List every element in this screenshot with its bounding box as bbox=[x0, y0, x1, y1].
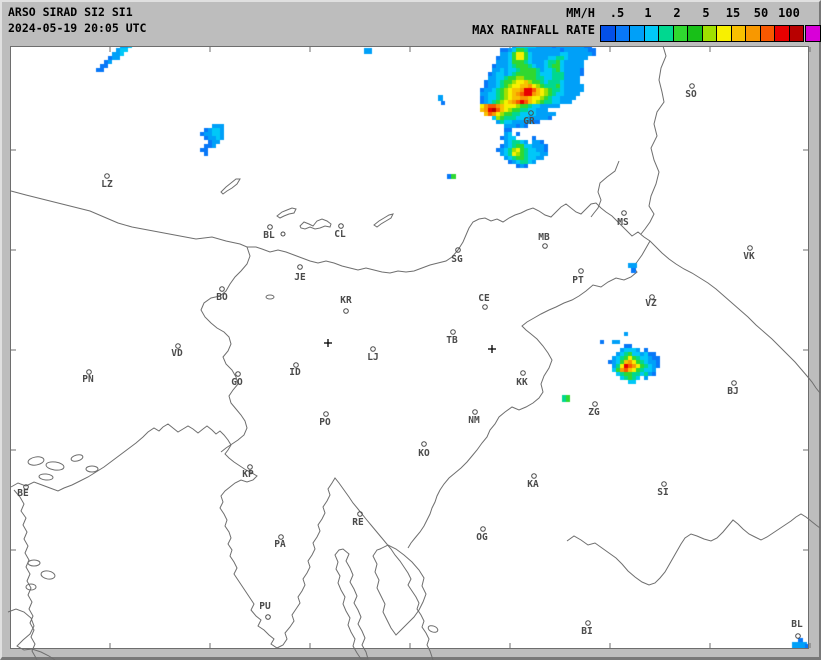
legend-tick-label: .5 bbox=[609, 6, 625, 20]
timestamp: 2024-05-19 20:05 UTC bbox=[8, 21, 147, 35]
legend-color-cell bbox=[658, 25, 674, 42]
legend-units-label: MM/H bbox=[566, 6, 595, 20]
legend-title: MAX RAINFALL RATE bbox=[472, 23, 595, 37]
legend-tick-label: 15 bbox=[725, 6, 741, 20]
legend-color-cell bbox=[672, 25, 688, 42]
legend-color-cell bbox=[730, 25, 746, 42]
legend-tick-label: 100 bbox=[778, 6, 800, 20]
legend-color-cell bbox=[614, 25, 630, 42]
radar-echo-canvas bbox=[11, 47, 808, 648]
legend-color-cell bbox=[643, 25, 659, 42]
legend-color-cell bbox=[600, 25, 616, 42]
legend-color-cell bbox=[788, 25, 804, 42]
header-text: ARSO SIRAD SI2 SI1 2024-05-19 20:05 UTC bbox=[8, 4, 146, 36]
legend-color-cell bbox=[774, 25, 790, 42]
legend-color-cell bbox=[805, 25, 821, 42]
legend-color-cell bbox=[629, 25, 645, 42]
legend-tick-label: 5 bbox=[702, 6, 710, 20]
legend-color-cell bbox=[687, 25, 703, 42]
product-title: ARSO SIRAD SI2 SI1 bbox=[8, 5, 133, 19]
legend-color-cell bbox=[745, 25, 761, 42]
legend-color-cell bbox=[759, 25, 775, 42]
legend-color-cell bbox=[701, 25, 717, 42]
legend-color-cell bbox=[716, 25, 732, 42]
rainfall-colorbar bbox=[600, 25, 821, 42]
legend-tick-label: 1 bbox=[644, 6, 652, 20]
legend-tick-label: 50 bbox=[753, 6, 769, 20]
legend-tick-label: 2 bbox=[673, 6, 681, 20]
